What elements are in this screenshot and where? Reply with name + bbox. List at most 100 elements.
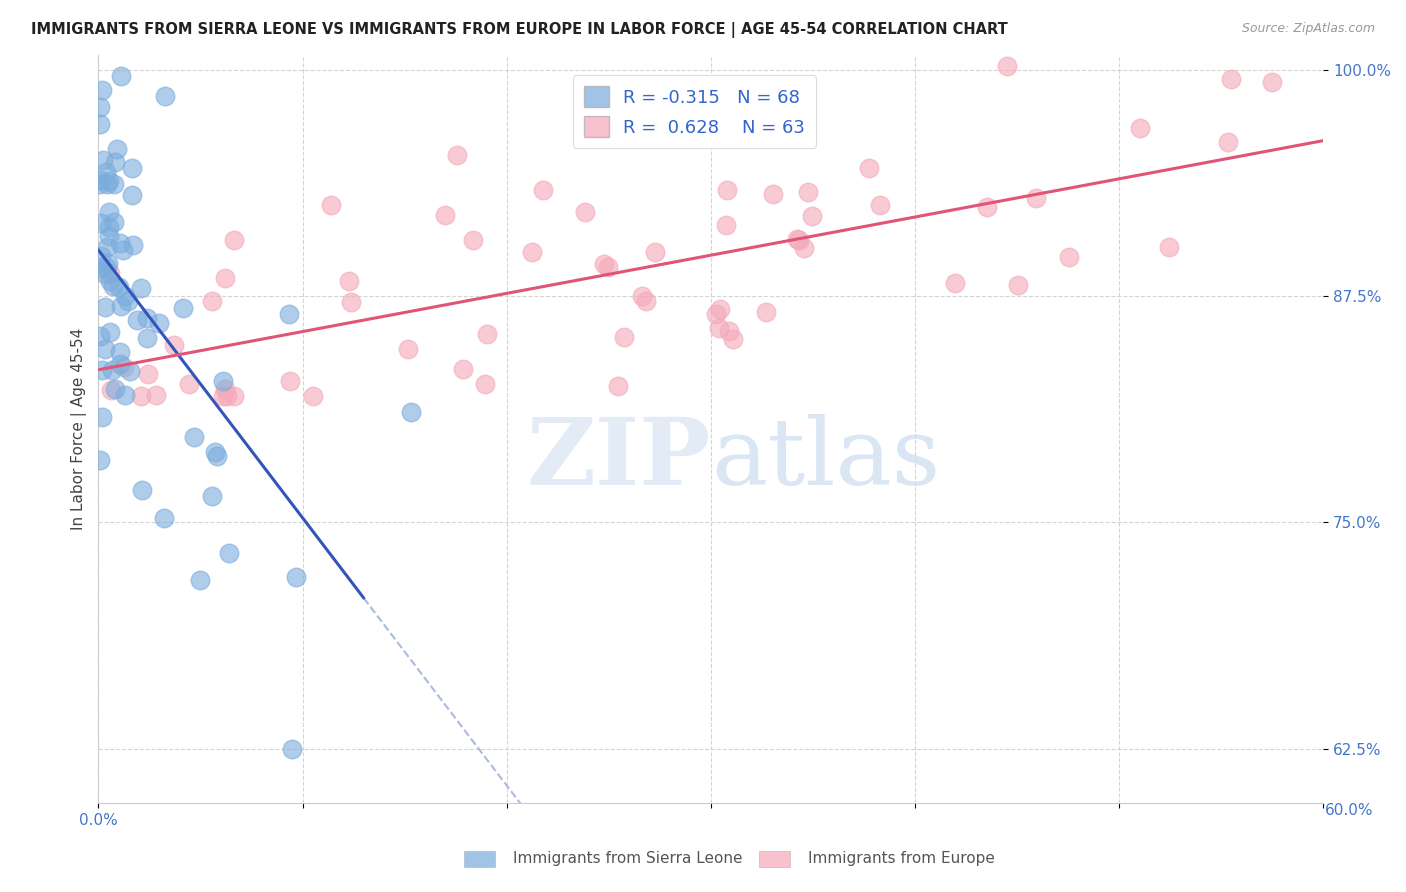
- Point: [793, 241, 815, 255]
- Point: [321, 197, 343, 211]
- Point: [398, 342, 420, 356]
- Point: [89, 329, 111, 343]
- Point: [153, 88, 176, 103]
- Point: [105, 142, 128, 156]
- Point: [89, 177, 111, 191]
- Point: [755, 305, 778, 319]
- Point: [475, 326, 498, 341]
- Point: [90, 217, 112, 231]
- Point: [91, 83, 114, 97]
- Point: [136, 331, 159, 345]
- Point: [212, 389, 235, 403]
- Point: [574, 205, 596, 219]
- Point: [280, 742, 302, 756]
- Point: [284, 570, 307, 584]
- Point: [91, 153, 114, 167]
- Point: [858, 161, 880, 176]
- Point: [129, 281, 152, 295]
- Point: [461, 234, 484, 248]
- Point: [125, 313, 148, 327]
- Point: [98, 266, 121, 280]
- Point: [183, 430, 205, 444]
- Point: [593, 257, 616, 271]
- Point: [631, 289, 654, 303]
- Point: [786, 232, 808, 246]
- Point: [89, 117, 111, 131]
- Point: [89, 260, 111, 275]
- Point: [94, 164, 117, 178]
- Point: [111, 243, 134, 257]
- Point: [117, 293, 139, 308]
- Point: [613, 330, 636, 344]
- Point: [120, 363, 142, 377]
- Point: [446, 147, 468, 161]
- Y-axis label: In Labor Force | Age 45-54: In Labor Force | Age 45-54: [72, 328, 87, 531]
- Point: [108, 236, 131, 251]
- Point: [94, 300, 117, 314]
- Point: [302, 389, 325, 403]
- Point: [869, 198, 891, 212]
- Text: Immigrants from Europe: Immigrants from Europe: [808, 851, 995, 865]
- Point: [401, 405, 423, 419]
- Point: [110, 300, 132, 314]
- Point: [97, 220, 120, 235]
- Text: ZIP: ZIP: [527, 414, 711, 504]
- Point: [214, 382, 236, 396]
- Point: [103, 177, 125, 191]
- Point: [97, 228, 120, 243]
- Point: [89, 173, 111, 187]
- Point: [205, 449, 228, 463]
- Point: [474, 377, 496, 392]
- Point: [114, 288, 136, 302]
- Point: [1007, 277, 1029, 292]
- Point: [110, 69, 132, 83]
- Point: [96, 177, 118, 191]
- Point: [179, 377, 201, 392]
- Point: [145, 388, 167, 402]
- Point: [129, 389, 152, 403]
- Point: [112, 359, 135, 374]
- Point: [201, 489, 224, 503]
- Point: [1057, 251, 1080, 265]
- Point: [100, 363, 122, 377]
- Text: Source: ZipAtlas.com: Source: ZipAtlas.com: [1241, 22, 1375, 36]
- Point: [204, 445, 226, 459]
- Point: [976, 200, 998, 214]
- Point: [172, 301, 194, 315]
- Point: [212, 374, 235, 388]
- Point: [97, 174, 120, 188]
- Point: [96, 240, 118, 254]
- Point: [214, 271, 236, 285]
- Point: [98, 325, 121, 339]
- Point: [337, 274, 360, 288]
- Point: [721, 332, 744, 346]
- Point: [131, 483, 153, 497]
- Point: [104, 155, 127, 169]
- Point: [98, 274, 121, 288]
- Point: [1261, 75, 1284, 89]
- Point: [716, 218, 738, 232]
- Point: [218, 546, 240, 560]
- Point: [136, 368, 159, 382]
- Point: [201, 293, 224, 308]
- Point: [97, 205, 120, 219]
- Point: [280, 374, 302, 388]
- Point: [1220, 71, 1243, 86]
- Point: [531, 184, 554, 198]
- Point: [217, 389, 239, 403]
- Point: [520, 245, 543, 260]
- Point: [716, 182, 738, 196]
- Text: Immigrants from Sierra Leone: Immigrants from Sierra Leone: [513, 851, 742, 865]
- Point: [704, 307, 727, 321]
- Point: [433, 208, 456, 222]
- Point: [801, 209, 824, 223]
- Point: [1025, 191, 1047, 205]
- Point: [121, 187, 143, 202]
- Point: [709, 301, 731, 316]
- Point: [787, 233, 810, 247]
- Point: [94, 268, 117, 282]
- Text: IMMIGRANTS FROM SIERRA LEONE VS IMMIGRANTS FROM EUROPE IN LABOR FORCE | AGE 45-5: IMMIGRANTS FROM SIERRA LEONE VS IMMIGRAN…: [31, 22, 1008, 38]
- Point: [717, 324, 740, 338]
- Point: [135, 311, 157, 326]
- Point: [148, 316, 170, 330]
